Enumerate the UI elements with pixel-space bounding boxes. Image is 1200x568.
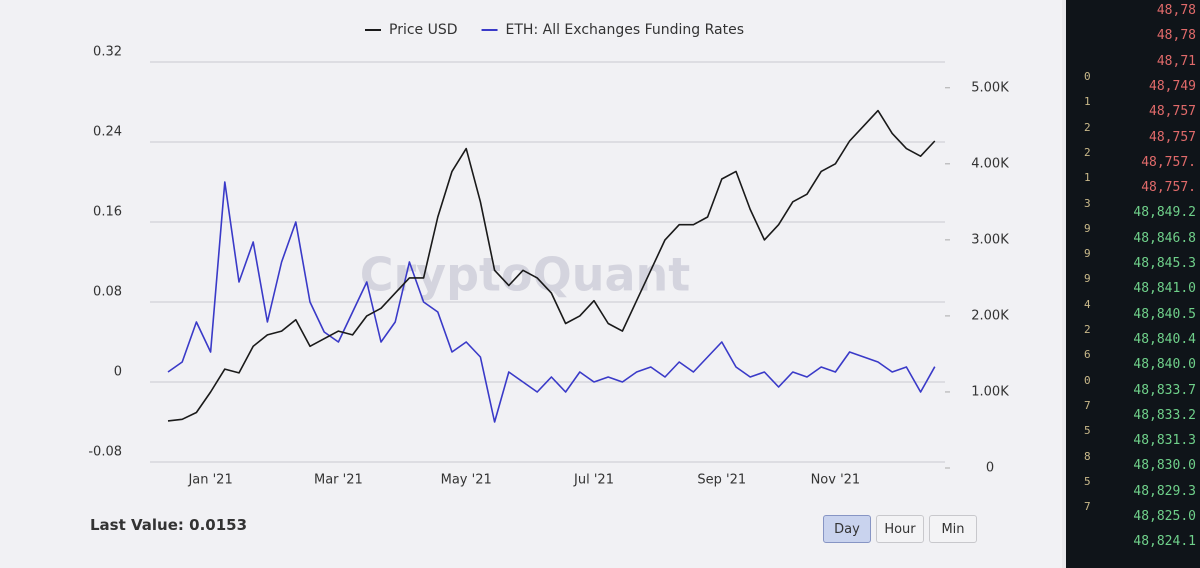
order-size-fragment: 1	[1084, 95, 1091, 109]
y2-tick-label: 0	[986, 461, 994, 476]
order-size-fragment: 5	[1084, 424, 1091, 438]
order-size-fragment: 0	[1084, 373, 1091, 387]
order-book-panel: 48,78 48,78 48,71 48,749 48,757 48,757 48,757.…	[1066, 0, 1200, 568]
order-size-fragment: 2	[1084, 323, 1091, 336]
order-size-fragment: 2	[1084, 120, 1091, 134]
y-tick-label: 0.16	[93, 205, 122, 220]
order-size-fragment: 9	[1084, 247, 1091, 261]
order-price: 48,824.1	[1133, 534, 1196, 550]
order-size-fragment: 7	[1084, 500, 1091, 514]
y-tick-label: -0.08	[88, 445, 122, 460]
order-size-fragment: 7	[1084, 398, 1091, 412]
chart: CryptoQuant -0.08 0 0.08 0.16 0.24 0.32 0 1.00K…	[0, 0, 1062, 568]
order-price: 48,78	[1156, 28, 1196, 44]
legend-label: ETH: All Exchanges Funding Rates	[506, 22, 744, 38]
order-price: 48,71	[1156, 53, 1196, 69]
order-price: 48,78	[1156, 3, 1196, 18]
order-size-fragment: 1	[1084, 171, 1091, 185]
x-tick-label: Sep '21	[697, 473, 746, 488]
x-tick-label: Jan '21	[187, 473, 232, 488]
y2-tick-label: 2.00K	[971, 308, 1009, 323]
order-price: 48,849.2	[1133, 205, 1196, 221]
legend-label: Price USD	[389, 22, 458, 38]
y-tick-label: 0.08	[93, 285, 122, 300]
order-size-fragment: 9	[1084, 221, 1091, 235]
order-size-fragment: 4	[1084, 297, 1091, 311]
order-size-fragment: 3	[1084, 196, 1091, 210]
order-price: 48,840.4	[1133, 331, 1196, 347]
last-value: Last Value: 0.0153	[90, 516, 248, 534]
order-price: 48,831.3	[1133, 433, 1196, 449]
order-price: 48,845.3	[1133, 256, 1196, 271]
x-tick-label: May '21	[441, 473, 492, 488]
watermark: CryptoQuant	[360, 248, 691, 302]
y2-tick-label: 4.00K	[971, 156, 1009, 171]
order-size-fragment: 6	[1084, 348, 1091, 362]
order-price: 48,840.5	[1133, 306, 1196, 322]
y-tick-label: 0.24	[93, 125, 122, 140]
order-price: 48,833.7	[1133, 382, 1196, 398]
order-price: 48,757.	[1141, 154, 1196, 170]
y2-tick-label: 1.00K	[971, 384, 1009, 399]
series-line	[167, 181, 936, 423]
series-line	[167, 109, 936, 422]
order-price: 48,749	[1149, 78, 1196, 94]
order-size-fragment: 2	[1084, 145, 1091, 159]
order-price: 48,757	[1149, 104, 1196, 120]
order-price: 48,757.	[1141, 180, 1196, 196]
interval-button[interactable]: Hour	[876, 515, 924, 543]
order-price: 48,846.8	[1133, 230, 1196, 246]
x-tick-label: Jul '21	[573, 473, 614, 488]
order-price: 48,841.0	[1133, 281, 1196, 297]
order-price: 48,840.0	[1133, 357, 1196, 373]
interval-button[interactable]: Day	[823, 515, 871, 543]
order-price: 48,757	[1149, 129, 1196, 145]
order-price: 48,825.0	[1133, 509, 1196, 524]
y2-tick-label: 3.00K	[971, 232, 1009, 247]
order-size-fragment: 0	[1084, 70, 1091, 83]
interval-button[interactable]: Min	[929, 515, 977, 543]
order-size-fragment: 9	[1084, 272, 1091, 286]
order-size-fragment: 5	[1084, 474, 1091, 488]
chart-background	[0, 0, 1062, 568]
x-tick-label: Nov '21	[811, 473, 861, 488]
y-tick-label: 0	[114, 365, 122, 380]
order-price: 48,829.3	[1133, 483, 1196, 499]
order-price: 48,830.0	[1133, 458, 1196, 474]
y-tick-label: 0.32	[93, 45, 122, 60]
order-size-fragment: 8	[1084, 449, 1091, 463]
x-tick-label: Mar '21	[314, 473, 363, 488]
order-price: 48,833.2	[1133, 407, 1196, 423]
y2-tick-label: 5.00K	[971, 80, 1009, 95]
